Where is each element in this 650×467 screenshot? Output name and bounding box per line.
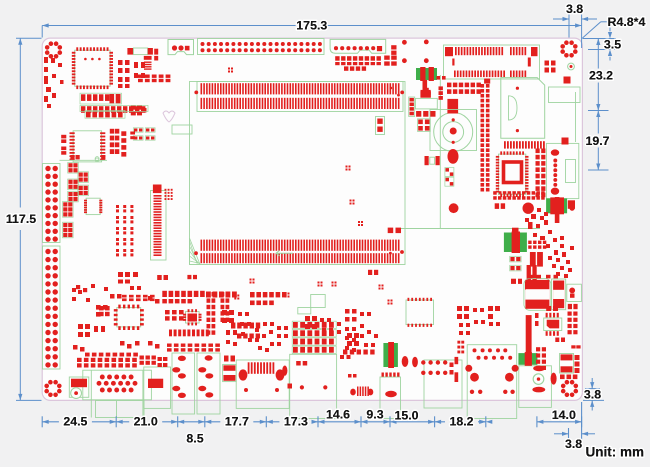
svg-text:18.2: 18.2 bbox=[449, 415, 473, 429]
svg-text:117.5: 117.5 bbox=[6, 212, 36, 226]
svg-text:175.3: 175.3 bbox=[296, 18, 327, 32]
svg-text:14.6: 14.6 bbox=[326, 407, 350, 421]
svg-text:19.7: 19.7 bbox=[585, 134, 609, 148]
svg-text:23.2: 23.2 bbox=[589, 69, 613, 83]
svg-text:14.0: 14.0 bbox=[552, 408, 576, 422]
svg-text:3.8: 3.8 bbox=[565, 437, 582, 451]
svg-text:117.5: 117.5 bbox=[6, 212, 36, 226]
svg-text:9.3: 9.3 bbox=[366, 407, 383, 421]
svg-text:17.3: 17.3 bbox=[284, 415, 308, 429]
svg-text:3.8: 3.8 bbox=[584, 388, 601, 402]
svg-text:23.2: 23.2 bbox=[589, 69, 613, 83]
svg-text:21.0: 21.0 bbox=[134, 415, 158, 429]
svg-text:175.3: 175.3 bbox=[296, 18, 327, 32]
svg-text:18.2: 18.2 bbox=[449, 415, 473, 429]
svg-text:24.5: 24.5 bbox=[63, 415, 87, 429]
svg-text:R4.8*4: R4.8*4 bbox=[608, 15, 646, 29]
svg-text:14.0: 14.0 bbox=[552, 408, 576, 422]
svg-text:17.7: 17.7 bbox=[225, 415, 249, 429]
svg-text:R4.8*4: R4.8*4 bbox=[608, 15, 646, 29]
svg-text:3.8: 3.8 bbox=[584, 388, 601, 402]
svg-text:3.8: 3.8 bbox=[566, 2, 583, 16]
svg-text:14.6: 14.6 bbox=[326, 407, 350, 421]
svg-text:21.0: 21.0 bbox=[134, 415, 158, 429]
svg-text:19.7: 19.7 bbox=[585, 134, 609, 148]
svg-text:3.5: 3.5 bbox=[604, 38, 621, 52]
svg-text:3.5: 3.5 bbox=[604, 38, 621, 52]
svg-text:3.8: 3.8 bbox=[565, 437, 582, 451]
svg-text:24.5: 24.5 bbox=[63, 415, 87, 429]
svg-text:Unit: mm: Unit: mm bbox=[586, 444, 645, 459]
svg-text:17.3: 17.3 bbox=[284, 415, 308, 429]
svg-text:3.8: 3.8 bbox=[566, 2, 583, 16]
svg-text:15.0: 15.0 bbox=[394, 409, 418, 423]
svg-text:8.5: 8.5 bbox=[186, 431, 203, 445]
svg-text:Unit: mm: Unit: mm bbox=[586, 444, 645, 459]
svg-text:9.3: 9.3 bbox=[366, 407, 383, 421]
svg-text:8.5: 8.5 bbox=[186, 431, 203, 445]
svg-text:15.0: 15.0 bbox=[394, 409, 418, 423]
svg-text:17.7: 17.7 bbox=[225, 415, 249, 429]
